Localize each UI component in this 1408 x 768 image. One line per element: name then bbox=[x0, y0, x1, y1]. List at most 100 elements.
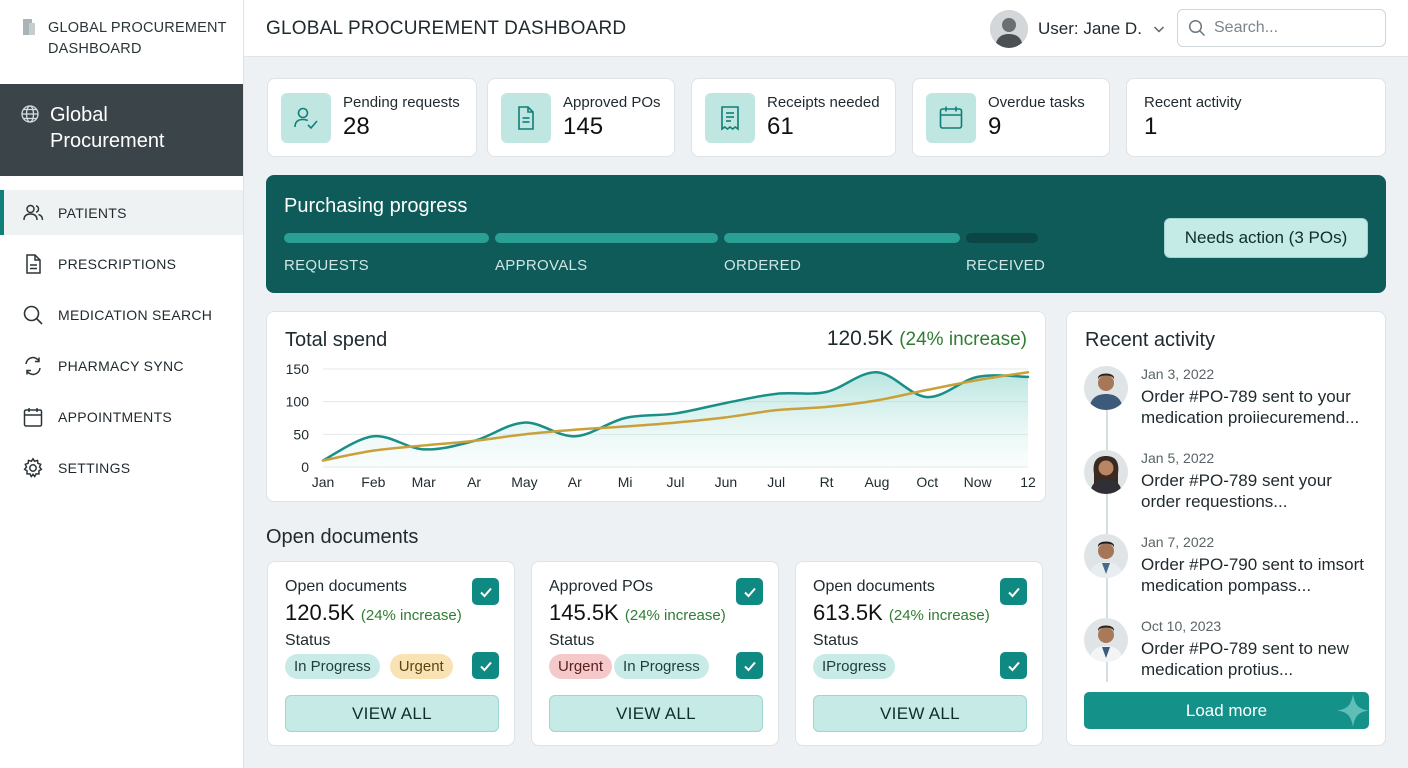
stat-value: 61 bbox=[767, 113, 794, 140]
avatar bbox=[1084, 618, 1128, 662]
stat-value: 28 bbox=[343, 113, 370, 140]
activity-item[interactable]: Jan 7, 2022 Order #PO-790 sent to imsort… bbox=[1084, 534, 1374, 618]
x-tick-label: 12 bbox=[1020, 474, 1036, 490]
open-documents-title: Open documents bbox=[266, 526, 419, 548]
activity-text: Order #PO-789 sent to your medication pr… bbox=[1141, 387, 1360, 427]
x-tick-label: Mar bbox=[412, 474, 436, 490]
sidebar-item-pharmacy-sync[interactable]: PHARMACY SYNC bbox=[0, 343, 243, 388]
stat-card-approved-pos[interactable]: Approved POs 145 bbox=[487, 78, 675, 157]
checkbox[interactable] bbox=[1000, 578, 1027, 605]
x-tick-label: May bbox=[511, 474, 537, 490]
doc-status-label: Status bbox=[285, 632, 331, 649]
total-spend-card: Total spend 120.5K (24% increase) 150 100… bbox=[266, 311, 1046, 502]
check-icon bbox=[479, 587, 492, 597]
page-title: GLOBAL PROCUREMENT DASHBOARD bbox=[266, 18, 627, 39]
x-tick-label: Now bbox=[964, 474, 993, 490]
person-avatar-icon bbox=[1084, 618, 1128, 662]
sidebar-item-label: MEDICATION SEARCH bbox=[58, 306, 213, 323]
stat-card-recent-activity[interactable]: Recent activity 1 bbox=[1126, 78, 1386, 157]
checkbox[interactable] bbox=[736, 652, 763, 679]
activity-text: Order #PO-789 sent to new medication pro… bbox=[1141, 639, 1349, 679]
activity-date: Oct 10, 2023 bbox=[1141, 618, 1222, 634]
x-tick-label: Aug bbox=[864, 474, 889, 490]
checkbox[interactable] bbox=[736, 578, 763, 605]
stage-label-approvals: APPROVALS bbox=[495, 257, 588, 274]
view-all-button[interactable]: VIEW ALL bbox=[813, 695, 1027, 732]
sidebar-banner: Global Procurement bbox=[0, 84, 243, 176]
y-tick-label: 50 bbox=[293, 426, 309, 442]
sidebar-item-label: APPOINTMENTS bbox=[58, 408, 173, 425]
brand: GLOBAL PROCUREMENT DASHBOARD bbox=[0, 0, 243, 84]
activity-item[interactable]: Jan 3, 2022 Order #PO-789 sent to your m… bbox=[1084, 366, 1374, 450]
stat-card-receipts-needed[interactable]: Receipts needed 61 bbox=[691, 78, 896, 157]
checkbox[interactable] bbox=[472, 652, 499, 679]
y-tick-label: 0 bbox=[301, 459, 309, 475]
activity-item[interactable]: Oct 10, 2023 Order #PO-789 sent to new m… bbox=[1084, 618, 1374, 702]
stat-label: Receipts needed bbox=[767, 94, 880, 111]
activity-item[interactable]: Jan 5, 2022 Order #PO-789 sent your orde… bbox=[1084, 450, 1374, 534]
avatar bbox=[1084, 534, 1128, 578]
status-badges: Urgent In Progress bbox=[549, 654, 709, 679]
check-icon bbox=[1007, 587, 1020, 597]
doc-label: Approved POs bbox=[549, 578, 654, 595]
avatar bbox=[990, 10, 1028, 48]
search-box bbox=[1177, 9, 1386, 47]
spend-change: (24% increase) bbox=[899, 329, 1027, 350]
x-tick-label: Jun bbox=[715, 474, 738, 490]
check-icon bbox=[479, 661, 492, 671]
status-badge: In Progress bbox=[285, 654, 380, 679]
activity-text: Order #PO-790 sent to imsort medication … bbox=[1141, 555, 1364, 595]
x-tick-label: Oct bbox=[916, 474, 938, 490]
calendar-icon bbox=[23, 407, 43, 427]
sidebar-item-settings[interactable]: SETTINGS bbox=[0, 445, 243, 490]
recent-activity-panel: Recent activity Jan 3, 2022 Order #PO-78… bbox=[1066, 311, 1386, 746]
y-tick-label: 150 bbox=[286, 361, 310, 377]
document-card: Approved POs 145.5K (24% increase) Statu… bbox=[531, 561, 779, 746]
doc-amount: 613.5K (24% increase) bbox=[813, 600, 990, 626]
progress-segment-requests bbox=[284, 233, 489, 243]
spend-title: Total spend bbox=[285, 329, 388, 351]
stat-card-pending-requests[interactable]: Pending requests 28 bbox=[267, 78, 477, 157]
sync-icon bbox=[25, 356, 41, 375]
user-avatar-icon bbox=[990, 10, 1028, 48]
user-menu[interactable]: User: Jane D. bbox=[990, 10, 1166, 48]
doc-amount: 120.5K (24% increase) bbox=[285, 600, 462, 626]
spend-total: 120.5K (24% increase) bbox=[827, 327, 1027, 351]
stat-icon-box bbox=[705, 92, 755, 143]
checkbox[interactable] bbox=[1000, 652, 1027, 679]
activity-date: Jan 3, 2022 bbox=[1141, 366, 1215, 382]
view-all-button[interactable]: VIEW ALL bbox=[549, 695, 763, 732]
stat-icon-box bbox=[926, 92, 976, 143]
calendar-icon bbox=[939, 106, 963, 129]
stat-icon-box bbox=[281, 92, 331, 143]
person-avatar-icon bbox=[1084, 450, 1128, 494]
view-all-button[interactable]: VIEW ALL bbox=[285, 695, 499, 732]
document-icon bbox=[518, 105, 534, 130]
checkbox[interactable] bbox=[472, 578, 499, 605]
stat-value: 145 bbox=[563, 113, 604, 140]
sidebar-item-appointments[interactable]: APPOINTMENTS bbox=[0, 394, 243, 439]
sidebar-item-patients[interactable]: PATIENTS bbox=[0, 190, 243, 235]
sidebar-item-label: PHARMACY SYNC bbox=[58, 357, 184, 374]
doc-change: (24% increase) bbox=[360, 607, 462, 624]
stat-card-overdue-tasks[interactable]: Overdue tasks 9 bbox=[912, 78, 1110, 157]
activity-date: Jan 5, 2022 bbox=[1141, 450, 1215, 466]
sidebar: GLOBAL PROCUREMENT DASHBOARD Global Proc… bbox=[0, 0, 244, 768]
activity-title: Recent activity bbox=[1085, 329, 1216, 351]
needs-action-button[interactable]: Needs action (3 POs) bbox=[1164, 218, 1368, 258]
receipt-icon bbox=[721, 105, 739, 131]
sidebar-item-medication-search[interactable]: MEDICATION SEARCH bbox=[0, 292, 243, 337]
doc-status-label: Status bbox=[549, 632, 595, 649]
x-tick-label: Jul bbox=[767, 474, 785, 490]
load-more-button[interactable]: Load more bbox=[1084, 692, 1369, 729]
chevron-down-icon bbox=[1153, 26, 1164, 33]
stat-value: 9 bbox=[988, 113, 1002, 140]
series-area-0 bbox=[323, 372, 1028, 467]
sidebar-item-prescriptions[interactable]: PRESCRIPTIONS bbox=[0, 241, 243, 286]
avatar bbox=[1084, 366, 1128, 410]
x-tick-label: Jul bbox=[667, 474, 685, 490]
doc-amount: 145.5K (24% increase) bbox=[549, 600, 726, 626]
check-icon bbox=[743, 587, 756, 597]
search-input[interactable] bbox=[1214, 19, 1374, 37]
avatar bbox=[1084, 450, 1128, 494]
